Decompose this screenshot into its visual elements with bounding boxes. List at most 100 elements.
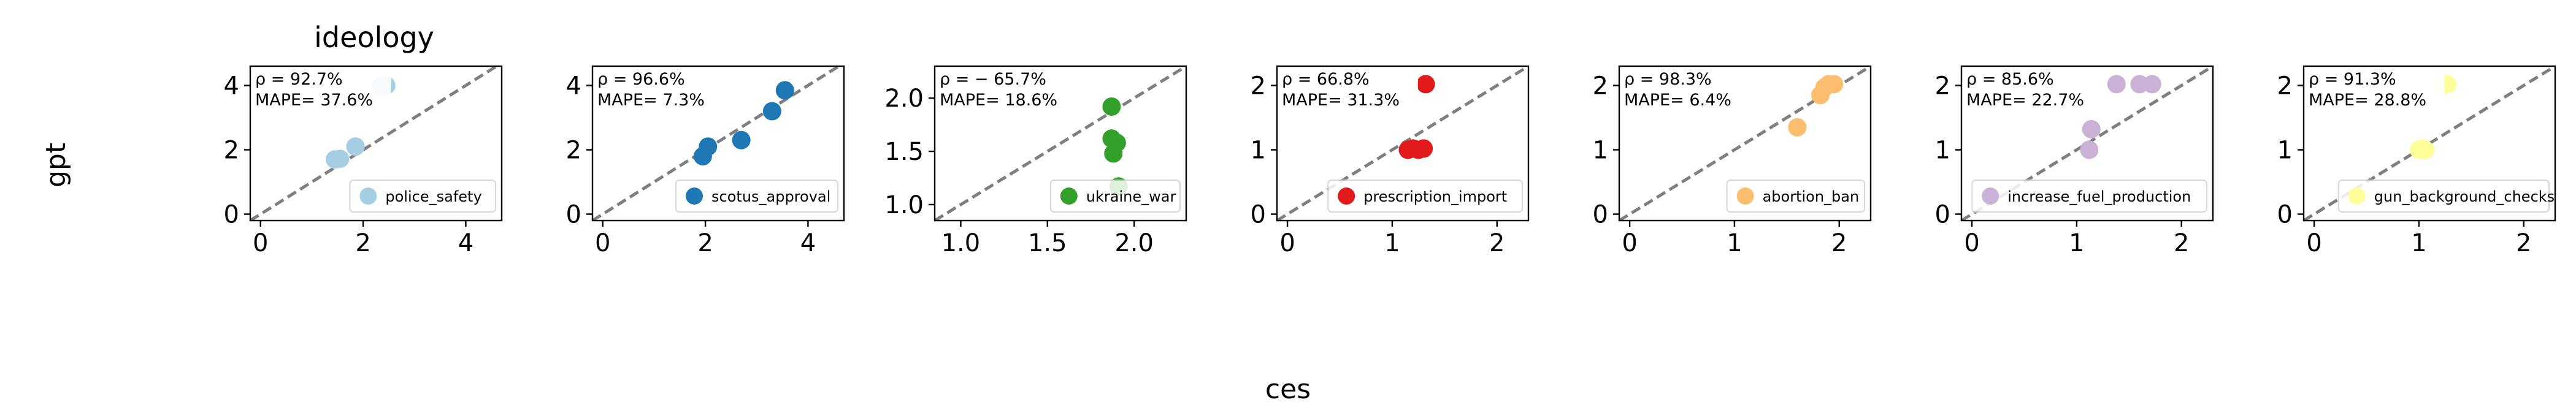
y-tick-label: 4 bbox=[566, 72, 581, 100]
y-tick-label: 0 bbox=[566, 201, 581, 229]
y-tick-label: 1 bbox=[1935, 137, 1950, 165]
x-tick-label: 0 bbox=[253, 229, 268, 257]
legend-marker bbox=[1338, 187, 1355, 205]
axes-frame bbox=[1276, 65, 1530, 222]
annotation-box bbox=[1963, 67, 2103, 110]
legend-label: increase_fuel_production bbox=[2007, 188, 2191, 205]
y-tick-label: 2 bbox=[1251, 72, 1266, 100]
data-point bbox=[346, 137, 365, 156]
data-point bbox=[1414, 139, 1433, 158]
rho-annotation: ρ = 98.3% bbox=[1624, 70, 1712, 89]
data-point bbox=[2107, 75, 2126, 94]
data-point bbox=[1107, 134, 1126, 153]
legend-box bbox=[1327, 180, 1523, 213]
y-tick-label: 0 bbox=[1251, 201, 1266, 229]
axes-frame bbox=[591, 65, 845, 222]
legend-box bbox=[2337, 180, 2550, 213]
annotation-box bbox=[594, 67, 734, 110]
mape-annotation: MAPE= 7.3% bbox=[597, 91, 705, 110]
x-tick-label: 1 bbox=[2411, 229, 2426, 257]
x-tick-label: 1 bbox=[1384, 229, 1400, 257]
x-tick-label: 1 bbox=[2069, 229, 2084, 257]
axes-frame bbox=[249, 65, 503, 222]
mape-annotation: MAPE= 6.4% bbox=[1624, 91, 1731, 110]
y-tick-label: 2 bbox=[2277, 72, 2293, 100]
data-point bbox=[2142, 75, 2161, 94]
legend-label: abortion_ban bbox=[1763, 188, 1860, 205]
x-tick-label: 1.0 bbox=[941, 229, 981, 257]
legend-box bbox=[1049, 180, 1181, 213]
data-point bbox=[2416, 140, 2435, 159]
y-tick-label: 1 bbox=[1593, 137, 1608, 165]
y-tick-label: 1 bbox=[2277, 137, 2293, 165]
panel-1: 0 2 4 0 2 4 ρ = 92.7% MAPE= 37.6% police_safety bbox=[224, 65, 503, 257]
x-tick-label: 0 bbox=[1964, 229, 1979, 257]
y-tick-label: 0 bbox=[224, 201, 239, 229]
y-tick-label: 2 bbox=[1593, 72, 1608, 100]
annotation-box bbox=[1620, 67, 1760, 110]
data-point bbox=[732, 131, 751, 150]
figure-title: ideology bbox=[314, 21, 434, 54]
data-point bbox=[331, 150, 350, 168]
mape-annotation: MAPE= 18.6% bbox=[940, 91, 1057, 110]
diagonal-line bbox=[1619, 66, 1871, 221]
y-tick-label: 2.0 bbox=[884, 85, 924, 113]
legend-label: prescription_import bbox=[1363, 188, 1507, 205]
axes-frame bbox=[1618, 65, 1872, 222]
y-tick-label: 2 bbox=[566, 137, 581, 165]
axes-frame bbox=[933, 65, 1187, 222]
panel-5: 0 1 2 0 1 2 ρ = 98.3% MAPE= 6.4% abortion_ban bbox=[1593, 65, 1872, 257]
legend-label: police_safety bbox=[385, 188, 481, 205]
legend-marker bbox=[1736, 187, 1754, 205]
y-tick-label: 1 bbox=[1251, 137, 1266, 165]
y-tick-label: 0 bbox=[1593, 201, 1608, 229]
x-tick-label: 0 bbox=[2306, 229, 2321, 257]
y-tick-label: 1.5 bbox=[884, 138, 924, 166]
x-tick-label: 0 bbox=[1279, 229, 1295, 257]
y-tick-label: 1.0 bbox=[884, 191, 924, 219]
data-point bbox=[1825, 75, 1844, 94]
x-tick-label: 0 bbox=[595, 229, 610, 257]
annotation-box bbox=[2305, 67, 2445, 110]
diagonal-line bbox=[592, 66, 840, 221]
x-tick-label: 2 bbox=[1489, 229, 1505, 257]
x-axis-label: ces bbox=[1265, 374, 1311, 405]
rho-annotation: ρ = 91.3% bbox=[2309, 70, 2396, 89]
legend-box bbox=[349, 180, 497, 213]
x-tick-label: 2.0 bbox=[1114, 229, 1154, 257]
mape-annotation: MAPE= 37.6% bbox=[255, 91, 373, 110]
panel-3: 1.0 1.5 2.0 1.0 1.5 2.0 ρ = − 65.7% MAPE= 18.6%… bbox=[884, 65, 1187, 257]
rho-annotation: ρ = 85.6% bbox=[1966, 70, 2054, 89]
mape-annotation: MAPE= 22.7% bbox=[1966, 91, 2084, 110]
y-tick-label: 0 bbox=[2277, 201, 2293, 229]
legend-marker bbox=[359, 187, 377, 205]
panel-4: 0 1 2 0 1 2 ρ = 66.8% MAPE= 31.3% prescription_i… bbox=[1251, 65, 1530, 257]
annotation-box bbox=[936, 67, 1076, 110]
x-tick-label: 2 bbox=[355, 229, 370, 257]
diagonal-line bbox=[250, 66, 497, 221]
x-tick-label: 2 bbox=[2516, 229, 2531, 257]
x-tick-label: 1 bbox=[1727, 229, 1742, 257]
data-point bbox=[1102, 97, 1121, 116]
legend-marker bbox=[686, 187, 703, 205]
x-tick-label: 2 bbox=[697, 229, 713, 257]
y-tick-label: 4 bbox=[224, 72, 239, 100]
data-point bbox=[762, 102, 781, 121]
x-tick-label: 1.5 bbox=[1028, 229, 1067, 257]
rho-annotation: ρ = − 65.7% bbox=[940, 70, 1046, 89]
legend-label: scotus_approval bbox=[711, 188, 830, 205]
rho-annotation: ρ = 66.8% bbox=[1282, 70, 1370, 89]
axes-frame bbox=[1960, 65, 2214, 222]
annotation-box bbox=[1278, 67, 1418, 110]
data-point bbox=[2082, 119, 2101, 138]
data-point bbox=[1416, 75, 1435, 94]
x-tick-label: 2 bbox=[2174, 229, 2189, 257]
mape-annotation: MAPE= 28.8% bbox=[2309, 91, 2426, 110]
legend-marker bbox=[2348, 187, 2366, 205]
annotation-box bbox=[251, 67, 391, 110]
x-tick-label: 0 bbox=[1622, 229, 1637, 257]
data-point bbox=[2130, 75, 2149, 94]
x-tick-label: 4 bbox=[458, 229, 473, 257]
data-point bbox=[1788, 118, 1807, 137]
